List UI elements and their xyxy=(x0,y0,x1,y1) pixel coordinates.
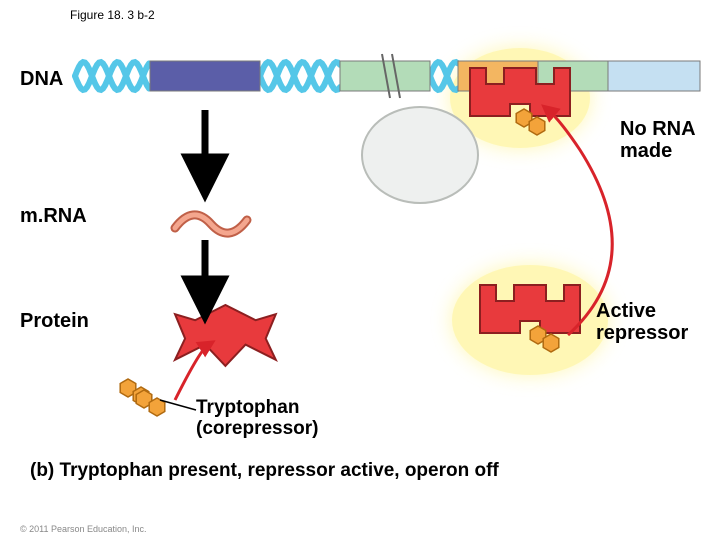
dna-label: DNA xyxy=(20,68,63,91)
mrna-label: m.RNA xyxy=(20,205,87,228)
active-repressor-label: Active repressor xyxy=(596,300,716,344)
dna-helix xyxy=(260,62,340,90)
protein-label: Protein xyxy=(20,310,89,333)
dna-helix xyxy=(430,62,458,90)
repressor-inactive xyxy=(175,305,276,366)
tryptophan-label: Tryptophan (corepressor) xyxy=(196,398,356,440)
rna-polymerase xyxy=(362,107,478,203)
dna-block xyxy=(150,61,260,91)
diagram-canvas xyxy=(0,0,720,540)
dna-block xyxy=(608,61,700,91)
tryptophan-icon xyxy=(543,334,559,352)
panel-caption: (b) Tryptophan present, repressor active… xyxy=(30,460,499,482)
tryptophan-icon xyxy=(529,117,545,135)
dna-helix xyxy=(75,62,149,90)
no-rna-label: No RNA made xyxy=(620,118,710,162)
copyright-text: © 2011 Pearson Education, Inc. xyxy=(20,524,147,534)
figure-number: Figure 18. 3 b-2 xyxy=(70,8,155,22)
